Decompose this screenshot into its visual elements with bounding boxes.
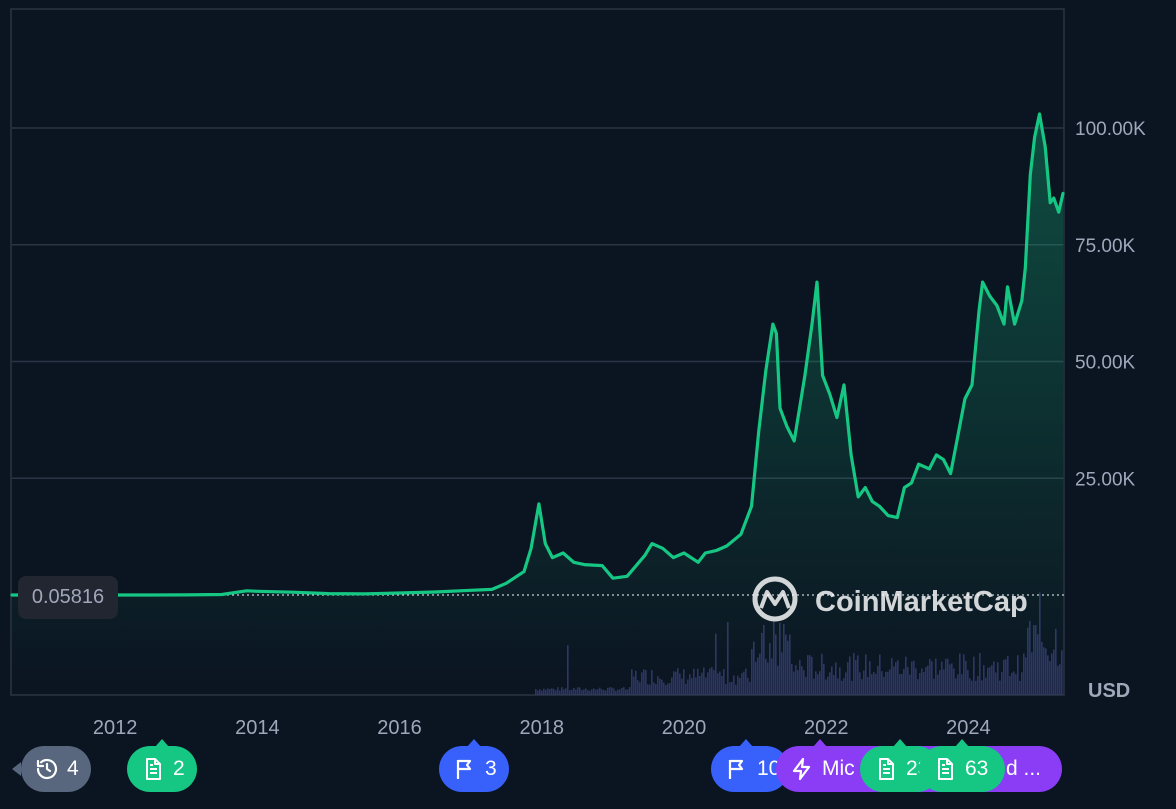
document-icon (141, 757, 165, 781)
document-icon (933, 757, 957, 781)
price-area (12, 114, 1063, 695)
x-tick-label: 2014 (235, 717, 280, 739)
event-marker[interactable]: 63 (919, 746, 1005, 792)
event-marker-label: Mic (822, 757, 855, 780)
watermark-text: CoinMarketCap (815, 586, 1028, 618)
x-tick-label: 2012 (93, 717, 138, 739)
y-tick-label: 100.00K (1075, 119, 1146, 140)
y-tick-label: 75.00K (1075, 236, 1136, 257)
lightning-icon (790, 757, 814, 781)
event-marker-label: 2 (173, 757, 185, 780)
event-marker-label: 63 (965, 757, 989, 780)
x-tick-label: 2020 (662, 717, 707, 739)
y-tick-label: 50.00K (1075, 353, 1136, 374)
event-marker-label: 3 (485, 757, 497, 780)
coinmarketcap-watermark: CoinMarketCap (752, 576, 1028, 622)
x-tick-label: 2016 (377, 717, 422, 739)
flag-icon (453, 757, 477, 781)
event-marker-label: 10 (757, 757, 781, 780)
x-tick-label: 2018 (520, 717, 565, 739)
event-marker[interactable]: 3 (439, 746, 509, 792)
x-tick-label: 2024 (946, 717, 991, 739)
event-marker-label: d ... (1006, 757, 1042, 780)
x-tick-label: 2022 (804, 717, 849, 739)
current-price-tag: 0.05816 (18, 576, 118, 619)
price-line (10, 112, 1065, 597)
y-axis-labels: 25.00K 50.00K 75.00K 100.00K (1075, 119, 1146, 490)
x-axis-labels: 2012 2014 2016 2018 2020 2022 2024 (93, 717, 991, 739)
document-icon (874, 757, 898, 781)
event-marker[interactable]: 4 (21, 746, 91, 792)
grid (12, 127, 1064, 479)
event-marker-label: 4 (67, 757, 79, 780)
history-icon (35, 757, 59, 781)
currency-label: USD (1088, 680, 1130, 702)
event-marker[interactable]: 2 (127, 746, 197, 792)
flag-icon (725, 757, 749, 781)
y-tick-label: 25.00K (1075, 469, 1136, 490)
